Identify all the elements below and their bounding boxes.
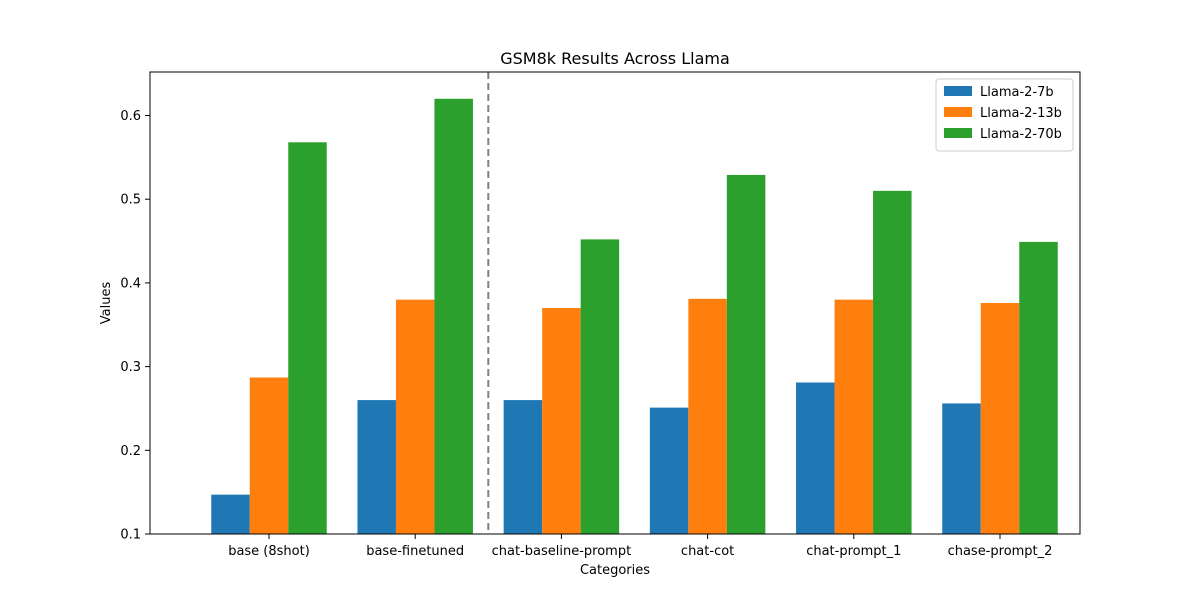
chart-title: GSM8k Results Across Llama (500, 49, 730, 68)
y-tick-label: 0.6 (120, 109, 141, 124)
legend-label-llama-2-7b: Llama-2-7b (980, 85, 1054, 100)
x-tick-label: base (8shot) (228, 544, 310, 559)
x-axis-title: Categories (580, 563, 650, 578)
bar-llama-2-70b-3 (726, 174, 766, 534)
y-axis-title: Values (99, 282, 114, 325)
y-tick-label: 0.5 (120, 193, 141, 208)
bar-llama-2-7b-5 (942, 403, 981, 534)
legend-swatch-llama-2-13b (944, 107, 972, 117)
legend-swatch-llama-2-7b (944, 86, 972, 96)
x-tick-label: chat-prompt_1 (806, 544, 901, 559)
plot-area-frame (149, 71, 1081, 535)
legend: Llama-2-7b Llama-2-13b Llama-2-70b (935, 78, 1074, 152)
bar-llama-2-7b-0 (211, 494, 250, 534)
legend-swatch-llama-2-70b (944, 128, 972, 138)
x-tick-label: chat-baseline-prompt (492, 544, 632, 559)
y-tick-label: 0.1 (120, 528, 141, 543)
x-tick-label: base-finetuned (366, 544, 464, 559)
x-tick-label: chat-cot (681, 544, 734, 559)
x-axis: base (8shot) base-finetuned chat-baseline-… (228, 534, 1052, 559)
bar-llama-2-70b-5 (1019, 241, 1058, 534)
y-tick-label: 0.4 (120, 276, 141, 291)
bar-llama-2-13b-0 (249, 377, 289, 534)
x-tick-label: chase-prompt_2 (948, 544, 1053, 559)
bar-llama-2-70b-1 (434, 98, 473, 534)
bar-llama-2-7b-2 (503, 400, 543, 534)
bar-llama-2-13b-5 (980, 303, 1020, 534)
y-axis: 0.1 0.2 0.3 0.4 0.5 0.6 (120, 109, 150, 543)
bars-layer (211, 98, 1058, 535)
bar-llama-2-7b-1 (357, 400, 396, 534)
bar-llama-2-70b-0 (288, 142, 327, 535)
y-tick-label: 0.2 (120, 444, 141, 459)
bar-llama-2-7b-3 (649, 407, 689, 534)
bar-llama-2-13b-3 (688, 298, 727, 534)
y-tick-label: 0.3 (120, 360, 141, 375)
bar-llama-2-70b-2 (580, 239, 620, 534)
bar-llama-2-13b-2 (542, 308, 581, 534)
bar-llama-2-70b-4 (873, 190, 912, 534)
bar-llama-2-13b-1 (395, 299, 435, 534)
legend-label-llama-2-13b: Llama-2-13b (980, 106, 1062, 121)
legend-label-llama-2-70b: Llama-2-70b (980, 127, 1062, 142)
bar-llama-2-13b-4 (834, 299, 874, 534)
bar-llama-2-7b-4 (796, 382, 835, 534)
